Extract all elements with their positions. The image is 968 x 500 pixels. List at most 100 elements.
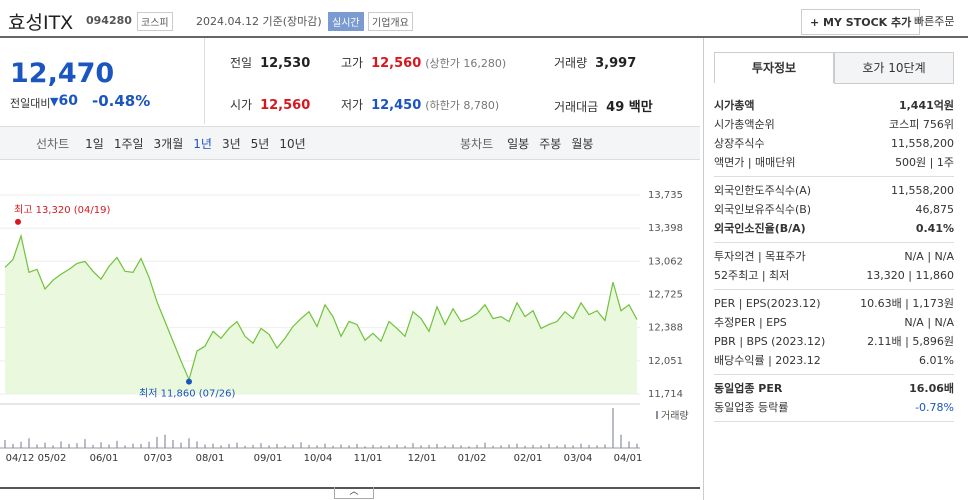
volume-bar [84,439,86,448]
side-row: 외국인한도주식수(A) 11,558,200 [714,181,954,200]
volume-bar [140,444,142,448]
volume-bar [20,441,22,448]
side-value: 16.06배 [909,382,954,395]
volume-bar [636,443,638,448]
x-tick-label: 11/01 [354,453,383,464]
period-tab[interactable]: 3개월 [153,137,184,151]
change-label: 전일대비 [10,97,51,110]
volume-bar [460,445,462,448]
period-tab[interactable]: 1주일 [113,137,144,151]
side-row: 액면가 | 매매단위 500원 | 1주 [714,153,954,172]
period-tab[interactable]: 주봉 [539,137,562,151]
volume-bar [108,444,110,448]
volume-bar [484,442,486,448]
y-tick-label: 12,388 [648,323,683,334]
side-value: 500원 | 1주 [895,156,954,169]
quote-label: 저가 [341,98,364,112]
volume-bar [324,443,326,448]
period-tab[interactable]: 1일 [85,137,104,151]
mystock-button[interactable]: + MY STOCK 추가 [801,9,921,35]
volume-bar [612,408,614,448]
side-label: 시가총액순위 [714,118,775,131]
volume-bar [412,443,414,448]
volume-bar [476,444,478,448]
side-panel: 투자정보 호가 10단계 시가총액 1,441억원 시가총액순위 코스피 756위 상장주식… [714,52,954,422]
volume-bar [428,444,430,448]
volume-bar [284,445,286,448]
volume-bar [228,444,230,448]
x-tick-label: 01/02 [458,453,487,464]
quote-label: 전일 [230,56,253,70]
side-tab[interactable]: 호가 10단계 [834,52,954,84]
volume-bar [204,444,206,448]
quote-note: (하한가 8,780) [425,99,500,112]
period-tab[interactable]: 10년 [279,137,306,151]
divider [0,487,700,489]
period-tab[interactable]: 일봉 [507,137,530,151]
volume-bar [396,444,398,448]
side-row: 외국인소진율(B/A) 0.41% [714,219,954,238]
side-row: 시가총액순위 코스피 756위 [714,115,954,134]
side-label: 외국인보유주식수(B) [714,203,812,216]
realtime-badge[interactable]: 실시간 [328,12,364,31]
side-value: 1,441억원 [898,99,954,112]
side-label: 추정PER | EPS [714,316,787,329]
volume-bar [516,443,518,448]
volume-bar [556,445,558,448]
volume-bar [60,441,62,448]
volume-bar [492,445,494,448]
volume-bar [196,441,198,448]
period-tab[interactable]: 5년 [250,137,270,151]
side-value: 13,320 | 11,860 [866,269,954,282]
volume-bar [212,443,214,448]
company-dropdown[interactable]: 기업개요 [368,12,413,31]
volume-bar [100,442,102,448]
expand-button[interactable]: ︿ [334,487,374,499]
annotation: 최고 13,320 (04/19) [14,204,110,216]
volume-bar [604,444,606,448]
y-tick-label: 13,735 [648,190,683,201]
volume-bar [172,440,174,448]
side-label: 시가총액 [714,99,755,112]
volume-bar [444,445,446,448]
x-tick-label: 04/12 [6,453,35,464]
volume-bar [508,444,510,448]
side-label: 52주최고 | 최저 [714,269,790,282]
quote-value: 12,450 [371,98,422,113]
x-tick-label: 07/03 [144,453,173,464]
divider [0,36,968,38]
side-row: PBR | BPS (2023.12) 2.11배 | 5,896원 [714,332,954,351]
volume-label: 거래량 [661,410,689,422]
stock-name: 효성ITX [8,12,74,34]
side-label: 외국인한도주식수(A) [714,184,812,197]
volume-bar [300,442,302,448]
quote-value: 3,997 [595,56,637,71]
price-line [4,233,638,382]
volume-bar [420,445,422,448]
y-tick-label: 12,051 [648,356,683,367]
volume-bar [116,440,118,448]
side-value: 0.41% [915,222,954,235]
quote-label: 거래대금 [554,100,599,114]
period-tab[interactable]: 3년 [221,137,241,151]
volume-bar [500,445,502,448]
volume-bar [188,438,190,448]
volume-bar [260,443,262,448]
period-tab[interactable]: 월봉 [571,137,594,151]
quick-order[interactable]: 빠른주문 [914,15,955,28]
period-tab[interactable]: 1년 [193,137,212,151]
quote-label: 시가 [230,98,253,112]
volume-bar [348,445,350,448]
side-label: 투자의견 | 목표주가 [714,250,806,263]
volume-bar [532,444,534,448]
side-tab[interactable]: 투자정보 [714,52,834,83]
quote-cell: 거래량 3,997 [554,54,636,71]
volume-bar [452,444,454,448]
tab-label: 선차트 [36,137,70,151]
volume-bar [540,445,542,448]
volume-bar [596,445,598,448]
side-row: 투자의견 | 목표주가 N/A | N/A [714,247,954,266]
x-tick-label: 03/04 [564,453,593,464]
volume-bar [244,445,246,448]
volume-bar [4,440,6,448]
